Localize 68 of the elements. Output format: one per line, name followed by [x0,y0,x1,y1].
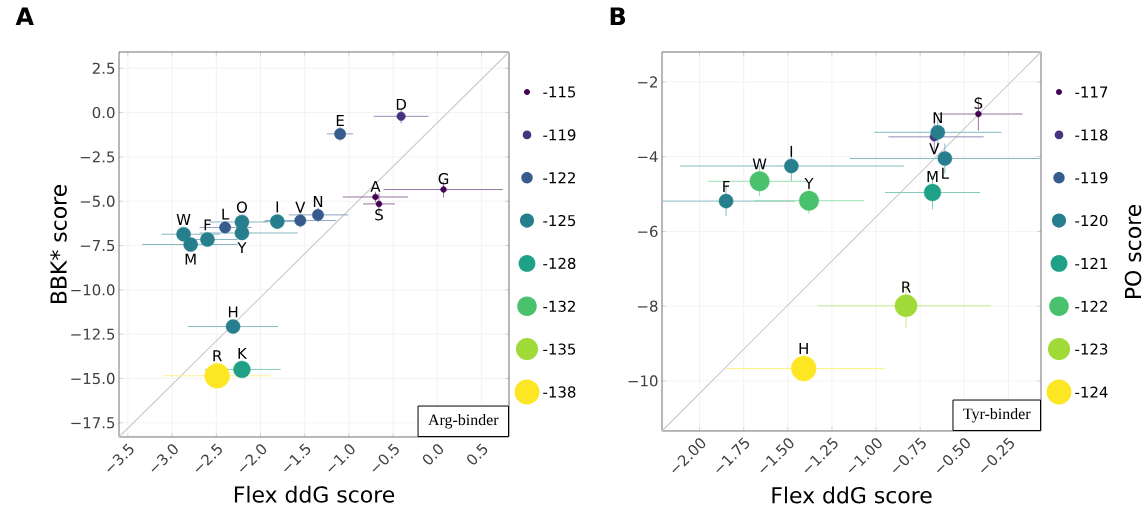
y-tick-label: −6 [638,225,658,238]
annotation: I [276,201,279,213]
x-axis-title: Flex ddG score [772,486,932,504]
legend-label: -124 [1075,386,1108,398]
annotation: R [902,281,911,293]
annotation: R [213,350,222,362]
x-tick-label: 0.0 [422,444,444,465]
annotation: G [438,173,449,185]
y-tick-label: −2 [638,76,657,88]
annotation: M [185,253,196,265]
annotation: H [799,343,808,354]
annotation: I [790,145,793,157]
annotation: K [238,347,248,359]
chart-title: A [15,7,34,25]
annotation: H [228,306,238,318]
y-tick-label: −17.5 [71,417,115,429]
annotation: Y [237,242,247,254]
annotation: Tyr-binder [963,408,1031,423]
legend-label: -120 [1075,214,1108,227]
legend-label: -119 [543,129,576,141]
y-tick-label: −5.0 [80,195,115,207]
y-tick-label: −7.5 [80,240,115,252]
legend-label: -138 [543,386,576,398]
legend-label: -117 [1075,86,1108,98]
annotation: L [942,167,949,179]
legend-label: -125 [543,214,576,227]
legend-label: -123 [1075,343,1108,355]
annotation: V [295,201,306,213]
chart-title: B [610,7,626,25]
annotation: V [929,143,940,155]
legend-label: -115 [543,86,576,98]
y-tick-label: −12.5 [71,328,115,340]
annotation: S [974,97,983,109]
y-axis-title: BBK* score [50,185,67,303]
annotation: L [222,208,230,220]
annotation: D [396,98,406,110]
legend-title: PO score [1124,204,1142,298]
annotation: Y [804,177,814,189]
annotation: N [933,112,942,124]
annotation: Arg-binder [428,414,499,429]
y-tick-label: −10.0 [71,284,115,296]
x-axis-title: Flex ddG score [234,485,395,503]
annotation: S [375,209,383,221]
annotation: M [927,171,938,182]
y-tick-label: −8 [638,300,658,312]
y-tick-label: −10 [628,375,658,387]
x-tick-label: 0.5 [467,443,488,465]
annotation: E [336,115,344,126]
legend-label: -132 [543,300,575,312]
annotation: O [236,201,247,213]
legend-label: -119 [1075,172,1108,184]
y-tick-label: −2.5 [80,151,115,163]
legend-label: -135 [543,343,576,355]
y-tick-label: 2.5 [92,62,115,74]
annotation: W [176,214,191,225]
legend-label: -122 [1075,300,1107,312]
y-tick-label: −4 [638,151,658,163]
annotation: F [723,180,730,192]
legend-label: -128 [543,257,576,270]
annotation: F [204,219,211,231]
y-tick-label: −15.0 [71,372,115,385]
annotation: A [370,180,381,192]
y-tick-label: 0.0 [92,106,115,119]
annotation: N [313,196,323,207]
legend-label: -122 [543,172,575,184]
legend-label: -121 [1075,257,1108,269]
legend-label: -118 [1075,129,1108,141]
annotation: W [752,158,767,170]
